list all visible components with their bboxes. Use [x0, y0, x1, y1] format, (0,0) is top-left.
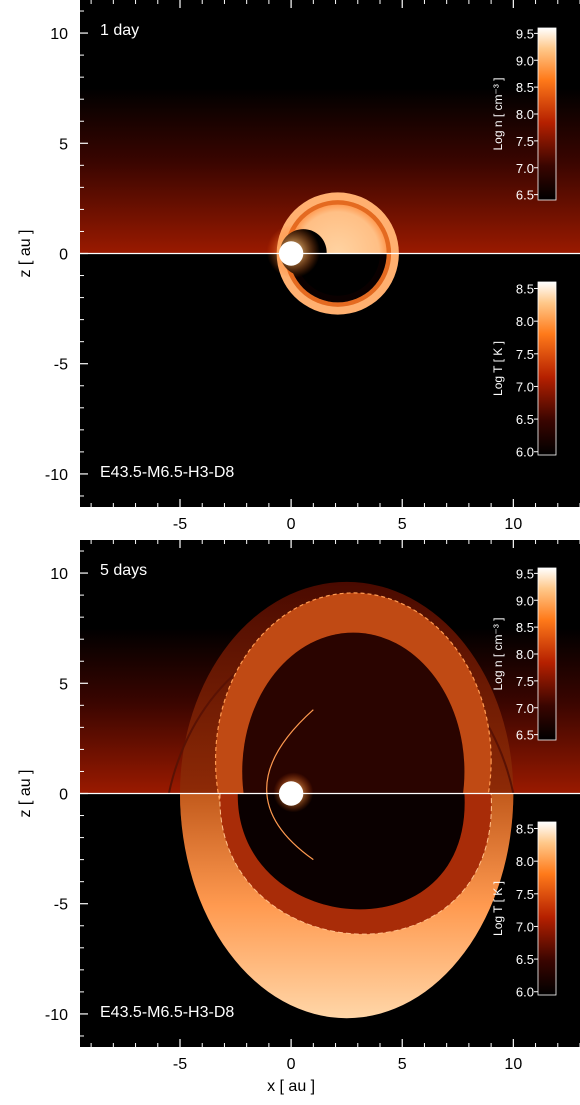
colorbar-tick-label: 8.5 [516, 822, 534, 837]
colorbar-gradient [537, 821, 557, 996]
colorbar-tick-label: 8.5 [516, 80, 534, 95]
colorbar-gradient [537, 281, 557, 456]
x-tick-label: -5 [173, 516, 187, 533]
y-tick-label: 10 [50, 26, 68, 43]
colorbar-density: 9.5 9.0 8.5 8.0 7.5 7.0 6.5 Log n [ cm⁻³ ] [491, 26, 557, 203]
bow-shock [266, 709, 314, 861]
axes-panel-1: 10 5 0 -5 -10 -5 0 5 10 z [ au ] [17, 0, 580, 533]
x-tick-label: 5 [398, 1056, 407, 1073]
colorbar-tick-label: 8.0 [516, 854, 534, 869]
colorbar-tick-label: 7.5 [516, 134, 534, 149]
y-tick-label: 5 [59, 676, 68, 693]
colorbar-tick-label: 6.5 [516, 728, 534, 743]
colorbar-temperature: 8.5 8.0 7.5 7.0 6.5 6.0 Log T [ K ] [491, 281, 557, 460]
y-tick-label: 0 [59, 787, 68, 804]
colorbar-title: Log n [ cm⁻³ ] [491, 617, 505, 690]
y-tick-label: -5 [54, 357, 68, 374]
colorbar-tick-label: 9.0 [516, 53, 534, 68]
colorbar-tick-label: 8.0 [516, 647, 534, 662]
colorbar-title: Log T [ K ] [491, 341, 505, 396]
panel-2: 5 days E43.5-M6.5-H3-D8 9.5 9.0 8.5 8.0 7.5 7.0… [80, 540, 580, 1047]
colorbar-tick-label: 7.5 [516, 347, 534, 362]
y-tick-label: 5 [59, 136, 68, 153]
colorbar-gradient [537, 27, 557, 201]
colorbar-tick-label: 8.5 [516, 282, 534, 297]
colorbar-tick-label: 8.5 [516, 620, 534, 635]
panel-time-label: 1 day [100, 22, 139, 39]
panel-1: 1 day E43.5-M6.5-H3-D8 9.5 9.0 8.5 8.0 7.5 7.0 6… [80, 0, 580, 507]
x-tick-label: 10 [504, 1056, 522, 1073]
axes-panel-2: 10 5 0 -5 -10 -5 0 5 10 z [ au ] x [ au ] [17, 540, 580, 1095]
colorbar-tick-label: 6.5 [516, 188, 534, 203]
y-tick-label: 10 [50, 566, 68, 583]
colorbar-density: 9.5 9.0 8.5 8.0 7.5 7.0 6.5 Log n [ cm⁻³ ] [491, 566, 557, 743]
colorbar-tick-label: 6.0 [516, 445, 534, 460]
colorbar-tick-label: 9.0 [516, 593, 534, 608]
colorbar-title: Log n [ cm⁻³ ] [491, 77, 505, 150]
panel-time-label: 5 days [100, 562, 147, 579]
y-tick-label: 0 [59, 247, 68, 264]
colorbar-tick-label: 6.0 [516, 985, 534, 1000]
model-label: E43.5-M6.5-H3-D8 [100, 464, 234, 481]
x-tick-label: 0 [287, 516, 296, 533]
x-tick-label: 5 [398, 516, 407, 533]
x-tick-label: 10 [504, 516, 522, 533]
colorbar-tick-label: 7.0 [516, 379, 534, 394]
colorbar-tick-label: 8.0 [516, 314, 534, 329]
x-tick-label: -5 [173, 1056, 187, 1073]
colorbar-tick-label: 9.5 [516, 26, 534, 41]
colorbar-temperature: 8.5 8.0 7.5 7.0 6.5 6.0 Log T [ K ] [491, 821, 557, 1000]
y-tick-label: -10 [45, 467, 68, 484]
colorbar-tick-label: 9.5 [516, 566, 534, 581]
y-axis-title: z [ au ] [17, 769, 34, 817]
colorbar-tick-label: 7.5 [516, 674, 534, 689]
model-label: E43.5-M6.5-H3-D8 [100, 1004, 234, 1021]
colorbar-tick-label: 7.0 [516, 919, 534, 934]
colorbar-tick-label: 7.0 [516, 161, 534, 176]
colorbar-title: Log T [ K ] [491, 881, 505, 936]
colorbar-tick-label: 7.5 [516, 887, 534, 902]
colorbar-tick-label: 7.0 [516, 701, 534, 716]
colorbar-gradient [537, 567, 557, 741]
colorbar-tick-label: 6.5 [516, 412, 534, 427]
y-tick-label: -5 [54, 897, 68, 914]
colorbar-tick-label: 8.0 [516, 107, 534, 122]
x-tick-label: 0 [287, 1056, 296, 1073]
y-axis-title: z [ au ] [17, 229, 34, 277]
colorbar-tick-label: 6.5 [516, 952, 534, 967]
cavity-lower [237, 793, 465, 910]
x-axis-title: x [ au ] [267, 1078, 315, 1095]
y-tick-label: -10 [45, 1007, 68, 1024]
